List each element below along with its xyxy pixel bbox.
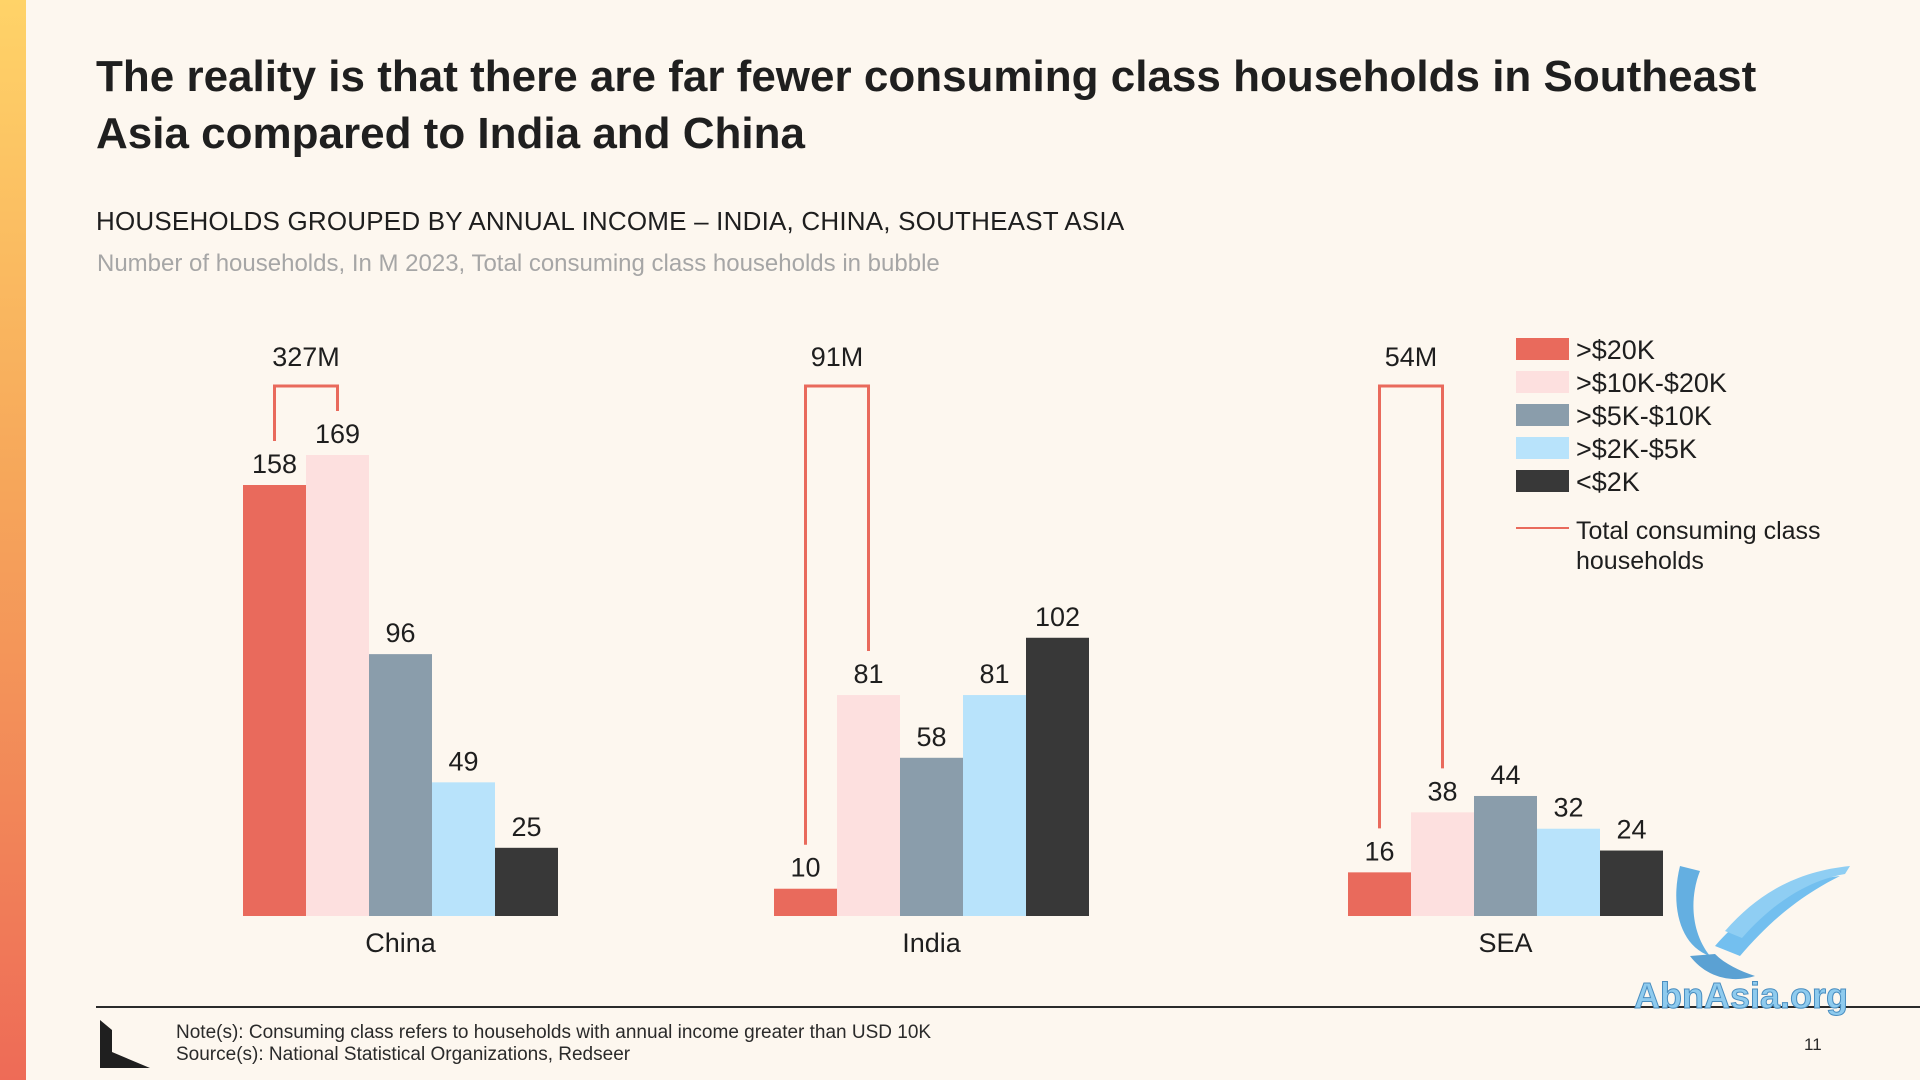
legend-label-4: >$2K-$5K [1576,434,1697,464]
bar-value-label: 10 [790,853,820,883]
bar-value-label: 158 [252,449,297,479]
bar-value-label: 81 [853,659,883,689]
page-number: 11 [1804,1035,1822,1054]
bar-sea-3 [1474,795,1537,916]
bar-chart: 158 169 96 49 25 China 327M 10 81 58 81 102 India 91M… [243,335,1821,958]
bar-china-3 [369,654,432,916]
total-consuming-label-india: 91M [811,342,864,372]
bar-india-5 [1026,637,1089,916]
bar-value-label: 38 [1427,776,1457,806]
legend-label-1: >$20K [1576,335,1655,365]
legend-label-2: >$10K-$20K [1576,368,1727,398]
bar-china-4 [432,782,495,916]
watermark-text: AbnAsia.org [1634,975,1848,1016]
bar-china-5 [495,847,558,916]
bar-value-label: 24 [1616,815,1646,845]
legend-swatch-2 [1516,371,1569,393]
bar-value-label: 169 [315,419,360,449]
bar-china-1 [243,485,306,916]
bar-sea-1 [1348,872,1411,916]
legend-swatch-1 [1516,338,1569,360]
legend-total-label-line2: households [1576,547,1704,575]
bar-value-label: 102 [1035,602,1080,632]
category-label-sea: SEA [1478,928,1532,958]
chart-subtitle: HOUSEHOLDS GROUPED BY ANNUAL INCOME – IN… [96,206,1125,236]
total-bracket-china [273,384,339,442]
legend-total-label-line1: Total consuming class [1576,517,1821,545]
chart-units-note: Number of households, In M 2023, Total c… [97,250,940,277]
bar-china-2 [306,455,369,916]
category-label-india: India [902,928,962,958]
bar-value-label: 49 [448,746,478,776]
bar-sea-4 [1537,828,1600,916]
footer-divider [96,1006,1920,1008]
bar-sea-2 [1411,812,1474,916]
legend-swatch-5 [1516,470,1569,492]
bar-india-4 [963,695,1026,916]
bar-value-label: 32 [1553,793,1583,823]
legend-label-3: >$5K-$10K [1576,401,1712,431]
bar-india-1 [774,888,837,916]
total-consuming-label-china: 327M [272,342,340,372]
legend-swatch-3 [1516,404,1569,426]
bar-value-label: 25 [511,812,541,842]
bar-value-label: 96 [385,618,415,648]
note-text: Note(s): Consuming class refers to house… [176,1022,932,1043]
bar-value-label: 44 [1490,760,1520,790]
side-accent-strip [0,0,26,1080]
footnotes: Note(s): Consuming class refers to house… [176,1022,931,1066]
watermark-logo: AbnAsia.org [1634,866,1850,1017]
bar-sea-5 [1600,850,1663,916]
source-text: Source(s): National Statistical Organiza… [176,1044,631,1065]
bar-value-label: 16 [1364,836,1394,866]
bar-india-3 [900,757,963,916]
bar-india-2 [837,695,900,916]
bar-value-label: 81 [979,659,1009,689]
total-bracket-sea [1378,384,1444,829]
category-label-china: China [365,928,437,958]
company-logo-icon [100,1020,150,1068]
legend-swatch-4 [1516,437,1569,459]
legend-label-5: <$2K [1576,467,1640,497]
total-consuming-label-sea: 54M [1385,342,1438,372]
bar-value-label: 58 [916,722,946,752]
total-bracket-india [804,384,870,845]
slide-title: The reality is that there are far fewer … [96,52,1757,158]
